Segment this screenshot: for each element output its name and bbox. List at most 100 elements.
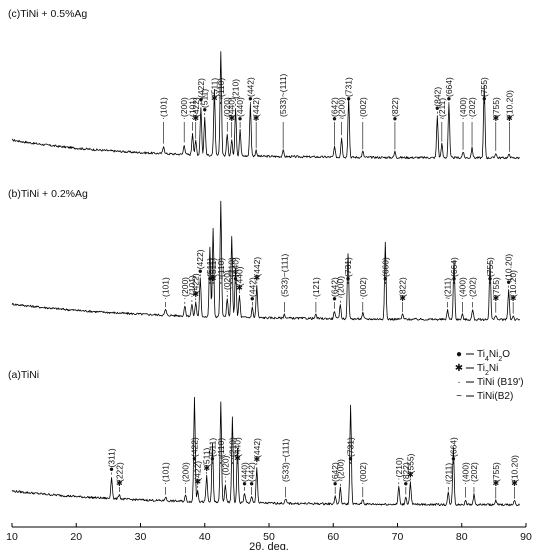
- phase-marker: ~: [439, 114, 444, 123]
- phase-marker: ·: [191, 114, 194, 123]
- peak-label: (422): [189, 437, 199, 457]
- legend-symbol: ●: [456, 349, 462, 360]
- phase-marker: ●: [346, 94, 351, 103]
- phase-marker: ✱: [492, 479, 499, 488]
- peak-label: (755): [491, 97, 501, 117]
- peak-label: (200): [335, 459, 345, 479]
- peak-label: (400): [458, 97, 468, 117]
- peak-label: (822): [390, 97, 400, 117]
- phase-marker: ~: [338, 293, 343, 302]
- peak-label: (121): [311, 277, 321, 297]
- peak-label: (642): [330, 97, 340, 117]
- peak-label: (422): [193, 461, 203, 481]
- phase-marker: ✱: [407, 470, 414, 479]
- legend-text: TiNi(B2): [477, 391, 513, 402]
- trace-layer: [11, 51, 520, 507]
- peak-label: (202): [469, 462, 479, 482]
- peak-label-layer: ·(101)·(200)·(101)✱(422)●(422)●(511) ✱(51…: [107, 73, 519, 499]
- peak-label: (200): [179, 97, 189, 117]
- peak-label: (10.20): [509, 455, 519, 482]
- x-axis-label: 2θ, deg.: [249, 541, 289, 550]
- peak-label: (755): [479, 77, 489, 97]
- phase-marker: ✱: [492, 294, 499, 303]
- peak-label: (210): [227, 437, 237, 457]
- peak-label: (440): [235, 97, 245, 117]
- phase-marker: ●: [249, 479, 254, 488]
- phase-marker: ●: [446, 94, 451, 103]
- peak-label: (755): [491, 462, 501, 482]
- peak-label: (642): [330, 277, 340, 297]
- peak-label: (101): [188, 97, 198, 117]
- peak-label: (210): [231, 79, 241, 99]
- phase-marker: ✱: [510, 294, 517, 303]
- peak-label: (002): [358, 277, 368, 297]
- peak-label: (400): [457, 277, 467, 297]
- phase-marker: ✱: [192, 114, 199, 123]
- peak-label: (511): [207, 438, 217, 457]
- panel-title-2: (b)TiNi + 0.2%Ag: [8, 188, 88, 200]
- peak-label: (002): [358, 97, 368, 117]
- phase-marker: ●: [403, 479, 408, 488]
- phase-marker: ●: [451, 454, 456, 463]
- x-tick-label: 60: [327, 531, 339, 543]
- phase-marker: ~: [218, 274, 223, 283]
- peak-label: (200): [337, 97, 347, 117]
- peak-label: (511): [208, 258, 218, 277]
- legend-text: Ti: [477, 363, 485, 374]
- peak-label: (422): [195, 249, 205, 269]
- phase-marker: ●: [248, 94, 253, 103]
- phase-marker: ·: [473, 479, 476, 488]
- peak-label: (211): [443, 278, 453, 297]
- x-tick-label: 90: [520, 531, 532, 543]
- phase-marker: ●: [332, 294, 337, 303]
- peak-label: (664): [448, 437, 458, 457]
- x-axis: 10 20 30 40 50 60 70 80 90 2θ, deg.: [6, 523, 532, 550]
- phase-marker: ●: [332, 114, 337, 123]
- peak-label: (511): [200, 89, 210, 108]
- phase-marker: ●: [393, 114, 398, 123]
- phase-marker: ●: [198, 266, 203, 275]
- phase-marker: ✱: [194, 478, 201, 487]
- phase-marker: ~: [218, 94, 223, 103]
- x-tick-label: 40: [199, 531, 211, 543]
- phase-marker: ●: [242, 479, 247, 488]
- peak-label: (442): [251, 97, 261, 117]
- peak-label: (511): [209, 78, 219, 97]
- peak-label: (200): [180, 462, 190, 482]
- legend-text: Ni: [489, 363, 498, 374]
- phase-marker: ✱: [203, 464, 210, 473]
- panel-title-layer: (c)TiNi + 0.5%Ag (b)TiNi + 0.2%Ag (a)TiNi: [8, 8, 88, 381]
- peak-label: (731): [346, 437, 356, 457]
- peak-label: (400): [461, 462, 471, 482]
- legend-symbol: ~: [456, 391, 462, 402]
- legend-label: Ti2Ni: [477, 363, 498, 377]
- phase-marker: ●: [488, 274, 493, 283]
- peak-label: (442): [247, 462, 257, 482]
- peak-label: (755): [491, 277, 501, 297]
- phase-marker: ·: [361, 114, 364, 123]
- phase-marker: ✱: [211, 94, 218, 103]
- peak-label: (422): [196, 78, 206, 98]
- peak-label: (822): [401, 462, 411, 482]
- peak-label: (440): [234, 266, 244, 286]
- phase-marker: ●: [202, 105, 207, 114]
- peak-label: (731): [344, 77, 354, 97]
- phase-marker: ●: [348, 454, 353, 463]
- peak-label: (110): [216, 258, 226, 277]
- legend-text: Ti: [477, 349, 485, 360]
- phase-marker: ✱: [228, 114, 235, 123]
- peak-label: (020): [220, 455, 230, 475]
- phase-marker: ·: [226, 287, 229, 296]
- phase-marker: ✱: [506, 114, 513, 123]
- phase-marker: ●: [346, 274, 351, 283]
- peak-label: (442): [252, 438, 262, 458]
- phase-marker: ·: [164, 479, 167, 488]
- peak-label: (202): [467, 97, 477, 117]
- legend-text: Ni: [489, 349, 498, 360]
- peak-label: (311): [107, 448, 117, 467]
- phase-marker: ●: [383, 274, 388, 283]
- peak-label: (202): [468, 277, 478, 297]
- peak-label: (222): [114, 462, 124, 482]
- peak-label: (211): [443, 463, 453, 482]
